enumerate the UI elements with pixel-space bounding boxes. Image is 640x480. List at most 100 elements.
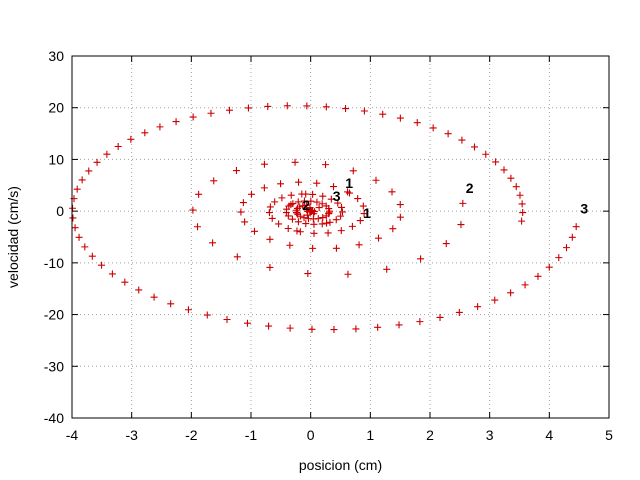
series-3-point: [114, 143, 122, 151]
series-3-point: [286, 324, 294, 332]
series-3-point: [491, 296, 499, 304]
series-2-point: [298, 190, 306, 198]
series-3-point: [108, 270, 116, 278]
x-tick-label: 3: [486, 427, 494, 443]
series-2-point: [442, 240, 450, 248]
series-3-point: [518, 217, 526, 225]
series-2-point: [195, 190, 203, 198]
series-3-point: [308, 325, 316, 333]
series-3-point: [516, 191, 524, 199]
series-2-point: [296, 203, 304, 211]
series-2-point: [241, 218, 249, 226]
y-tick-label: -20: [44, 307, 64, 323]
series-1-point: [315, 204, 323, 212]
series-2-point: [322, 161, 330, 169]
plot-frame: [71, 55, 610, 419]
series-2-point: [322, 212, 330, 220]
series-2-point: [313, 198, 321, 206]
y-tick-label: 30: [48, 48, 64, 64]
series-3-point: [352, 325, 360, 333]
series-2-point: [189, 206, 197, 214]
y-tick-label: -30: [44, 358, 64, 374]
series-3-point: [264, 102, 272, 110]
series-3-point: [244, 104, 252, 112]
x-tick-label: -4: [66, 427, 79, 443]
series-2-point: [338, 208, 346, 216]
series-3-point: [127, 135, 135, 143]
x-tick-label: -1: [245, 427, 258, 443]
series-2-point: [285, 202, 293, 210]
y-tick-label: -10: [44, 255, 64, 271]
series-3-point: [322, 103, 330, 111]
series-3-point: [93, 158, 101, 166]
series-2-point: [388, 188, 396, 196]
series-3-point: [243, 319, 251, 327]
series-2-point: [210, 177, 218, 185]
series-2-point: [268, 214, 276, 222]
series-3-point: [455, 308, 463, 316]
series-2-point: [417, 255, 425, 263]
series-3-point: [78, 176, 86, 184]
series-3-point: [75, 233, 83, 241]
series-2-point: [294, 198, 302, 206]
series-2-point: [310, 229, 318, 237]
series-2-point: [459, 199, 467, 207]
point-annotations: 11 2 2 3 3: [302, 175, 588, 221]
series-2-point: [233, 253, 241, 261]
x-tick-label: 5: [605, 427, 613, 443]
y-tick-label: 10: [48, 151, 64, 167]
series-3-point: [458, 136, 466, 144]
annotation-label: 3: [333, 188, 341, 204]
x-tick-label: -2: [185, 427, 198, 443]
series-3-point: [507, 174, 515, 182]
series-1-point: [307, 207, 315, 215]
series-2-point: [300, 214, 308, 222]
series-2-point: [318, 200, 326, 208]
x-tick-label: 2: [426, 427, 434, 443]
series-2-point: [307, 197, 315, 205]
series-2-point: [260, 184, 268, 192]
series-2-point: [324, 229, 332, 237]
series-3-point: [360, 107, 368, 115]
series-3-point: [429, 124, 437, 132]
series-2-point: [327, 195, 335, 203]
series-3-point: [521, 281, 529, 289]
series-2-point: [304, 215, 312, 223]
series-2-point: [194, 223, 202, 231]
annotation-label: 2: [466, 180, 474, 196]
series-1-point: [323, 219, 331, 227]
series-3-point: [534, 272, 542, 280]
series-3-point: [562, 244, 570, 252]
series-2-point: [299, 202, 307, 210]
series-2-point: [302, 201, 310, 209]
series-3-point: [71, 224, 79, 232]
series-2-point: [310, 220, 318, 228]
series-2-point: [271, 198, 279, 206]
y-axis-label: velocidad (cm/s): [5, 186, 21, 288]
series-2-point: [291, 158, 299, 166]
series-3-point: [545, 263, 553, 271]
series-2-point: [277, 180, 285, 188]
series-3-point: [98, 261, 106, 269]
series-2-point: [289, 200, 297, 208]
series-3-point: [141, 129, 149, 137]
series-3-point: [342, 105, 350, 113]
series-3-point: [223, 316, 231, 324]
annotation-label: 1: [345, 175, 353, 191]
series-2-point: [360, 210, 368, 218]
series-3-point: [303, 102, 311, 110]
series-3-point: [121, 278, 129, 286]
series-2-point: [239, 199, 247, 207]
series-3-point: [572, 223, 580, 231]
series-1-point: [293, 227, 301, 235]
series-2-point: [330, 183, 338, 191]
series-2-point: [232, 167, 240, 175]
y-tick-label: 20: [48, 100, 64, 116]
series-3-point: [69, 204, 77, 212]
series-2-point: [309, 190, 317, 198]
series-3-point: [265, 322, 273, 330]
x-tick-label: 1: [366, 427, 374, 443]
series-2-point: [318, 220, 326, 228]
grid-lines: [72, 56, 609, 418]
